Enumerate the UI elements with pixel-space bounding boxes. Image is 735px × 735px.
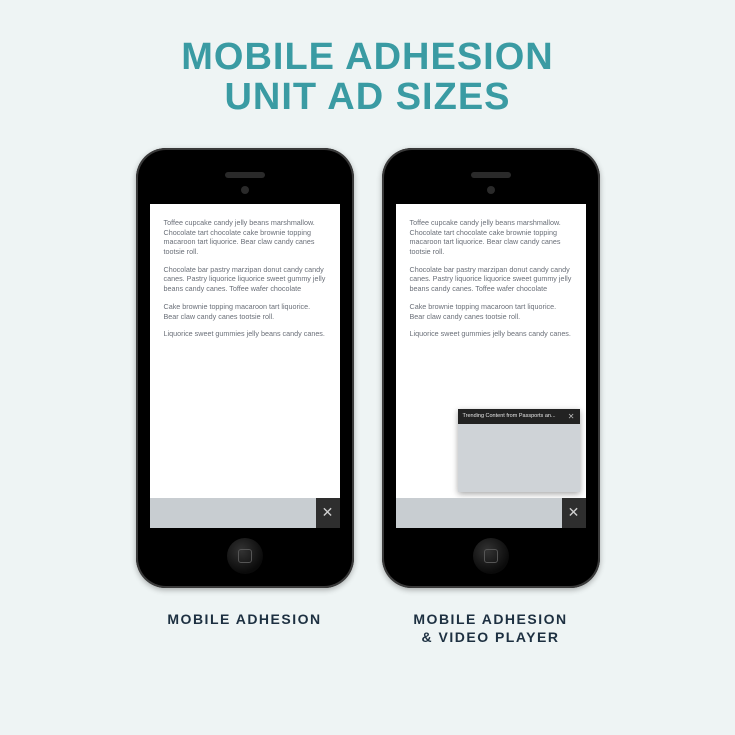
paragraph: Cake brownie topping macaroon tart liquo…	[410, 302, 572, 321]
phone-caption-1: MOBILE ADHESION	[167, 610, 321, 628]
title-line-2: UNIT AD SIZES	[224, 76, 510, 118]
paragraph: Cake brownie topping macaroon tart liquo…	[164, 302, 326, 321]
close-icon: ✕	[568, 504, 580, 521]
phone-speaker	[225, 172, 265, 178]
video-header-title: Trending Content from Passports an...	[463, 413, 556, 419]
home-button[interactable]	[227, 538, 263, 574]
phone-caption-2: MOBILE ADHESION & VIDEO PLAYER	[413, 610, 567, 646]
video-player-header[interactable]: Trending Content from Passports an... ✕	[458, 409, 580, 424]
page-title: MOBILE ADHESION UNIT AD SIZES	[0, 0, 735, 118]
video-close-icon[interactable]: ✕	[568, 412, 575, 421]
phone-camera	[487, 186, 495, 194]
phone-mockup-2: Toffee cupcake candy jelly beans marshma…	[382, 148, 600, 588]
paragraph: Toffee cupcake candy jelly beans marshma…	[164, 218, 326, 257]
phone-screen-2: Toffee cupcake candy jelly beans marshma…	[396, 204, 586, 528]
adhesion-ad-body[interactable]	[396, 498, 562, 528]
paragraph: Chocolate bar pastry marzipan donut cand…	[410, 265, 572, 294]
adhesion-close-button[interactable]: ✕	[316, 498, 340, 528]
article-content: Toffee cupcake candy jelly beans marshma…	[150, 204, 340, 357]
home-button[interactable]	[473, 538, 509, 574]
phones-row: Toffee cupcake candy jelly beans marshma…	[0, 148, 735, 646]
article-content: Toffee cupcake candy jelly beans marshma…	[396, 204, 586, 357]
close-icon: ✕	[322, 504, 334, 521]
adhesion-ad-unit[interactable]: ✕	[396, 498, 586, 528]
paragraph: Toffee cupcake candy jelly beans marshma…	[410, 218, 572, 257]
phone-camera	[241, 186, 249, 194]
caption-line-1: MOBILE ADHESION	[413, 611, 567, 627]
phone-screen-1: Toffee cupcake candy jelly beans marshma…	[150, 204, 340, 528]
video-player-overlay[interactable]: Trending Content from Passports an... ✕	[458, 409, 580, 492]
phone-column-2: Toffee cupcake candy jelly beans marshma…	[382, 148, 600, 646]
title-line-1: MOBILE ADHESION	[181, 36, 554, 78]
video-player-body[interactable]	[458, 424, 580, 492]
phone-speaker	[471, 172, 511, 178]
caption-line-2: & VIDEO PLAYER	[422, 629, 560, 645]
adhesion-ad-body[interactable]	[150, 498, 316, 528]
phone-column-1: Toffee cupcake candy jelly beans marshma…	[136, 148, 354, 646]
paragraph: Chocolate bar pastry marzipan donut cand…	[164, 265, 326, 294]
phone-mockup-1: Toffee cupcake candy jelly beans marshma…	[136, 148, 354, 588]
paragraph: Liquorice sweet gummies jelly beans cand…	[164, 329, 326, 339]
paragraph: Liquorice sweet gummies jelly beans cand…	[410, 329, 572, 339]
adhesion-close-button[interactable]: ✕	[562, 498, 586, 528]
adhesion-ad-unit[interactable]: ✕	[150, 498, 340, 528]
